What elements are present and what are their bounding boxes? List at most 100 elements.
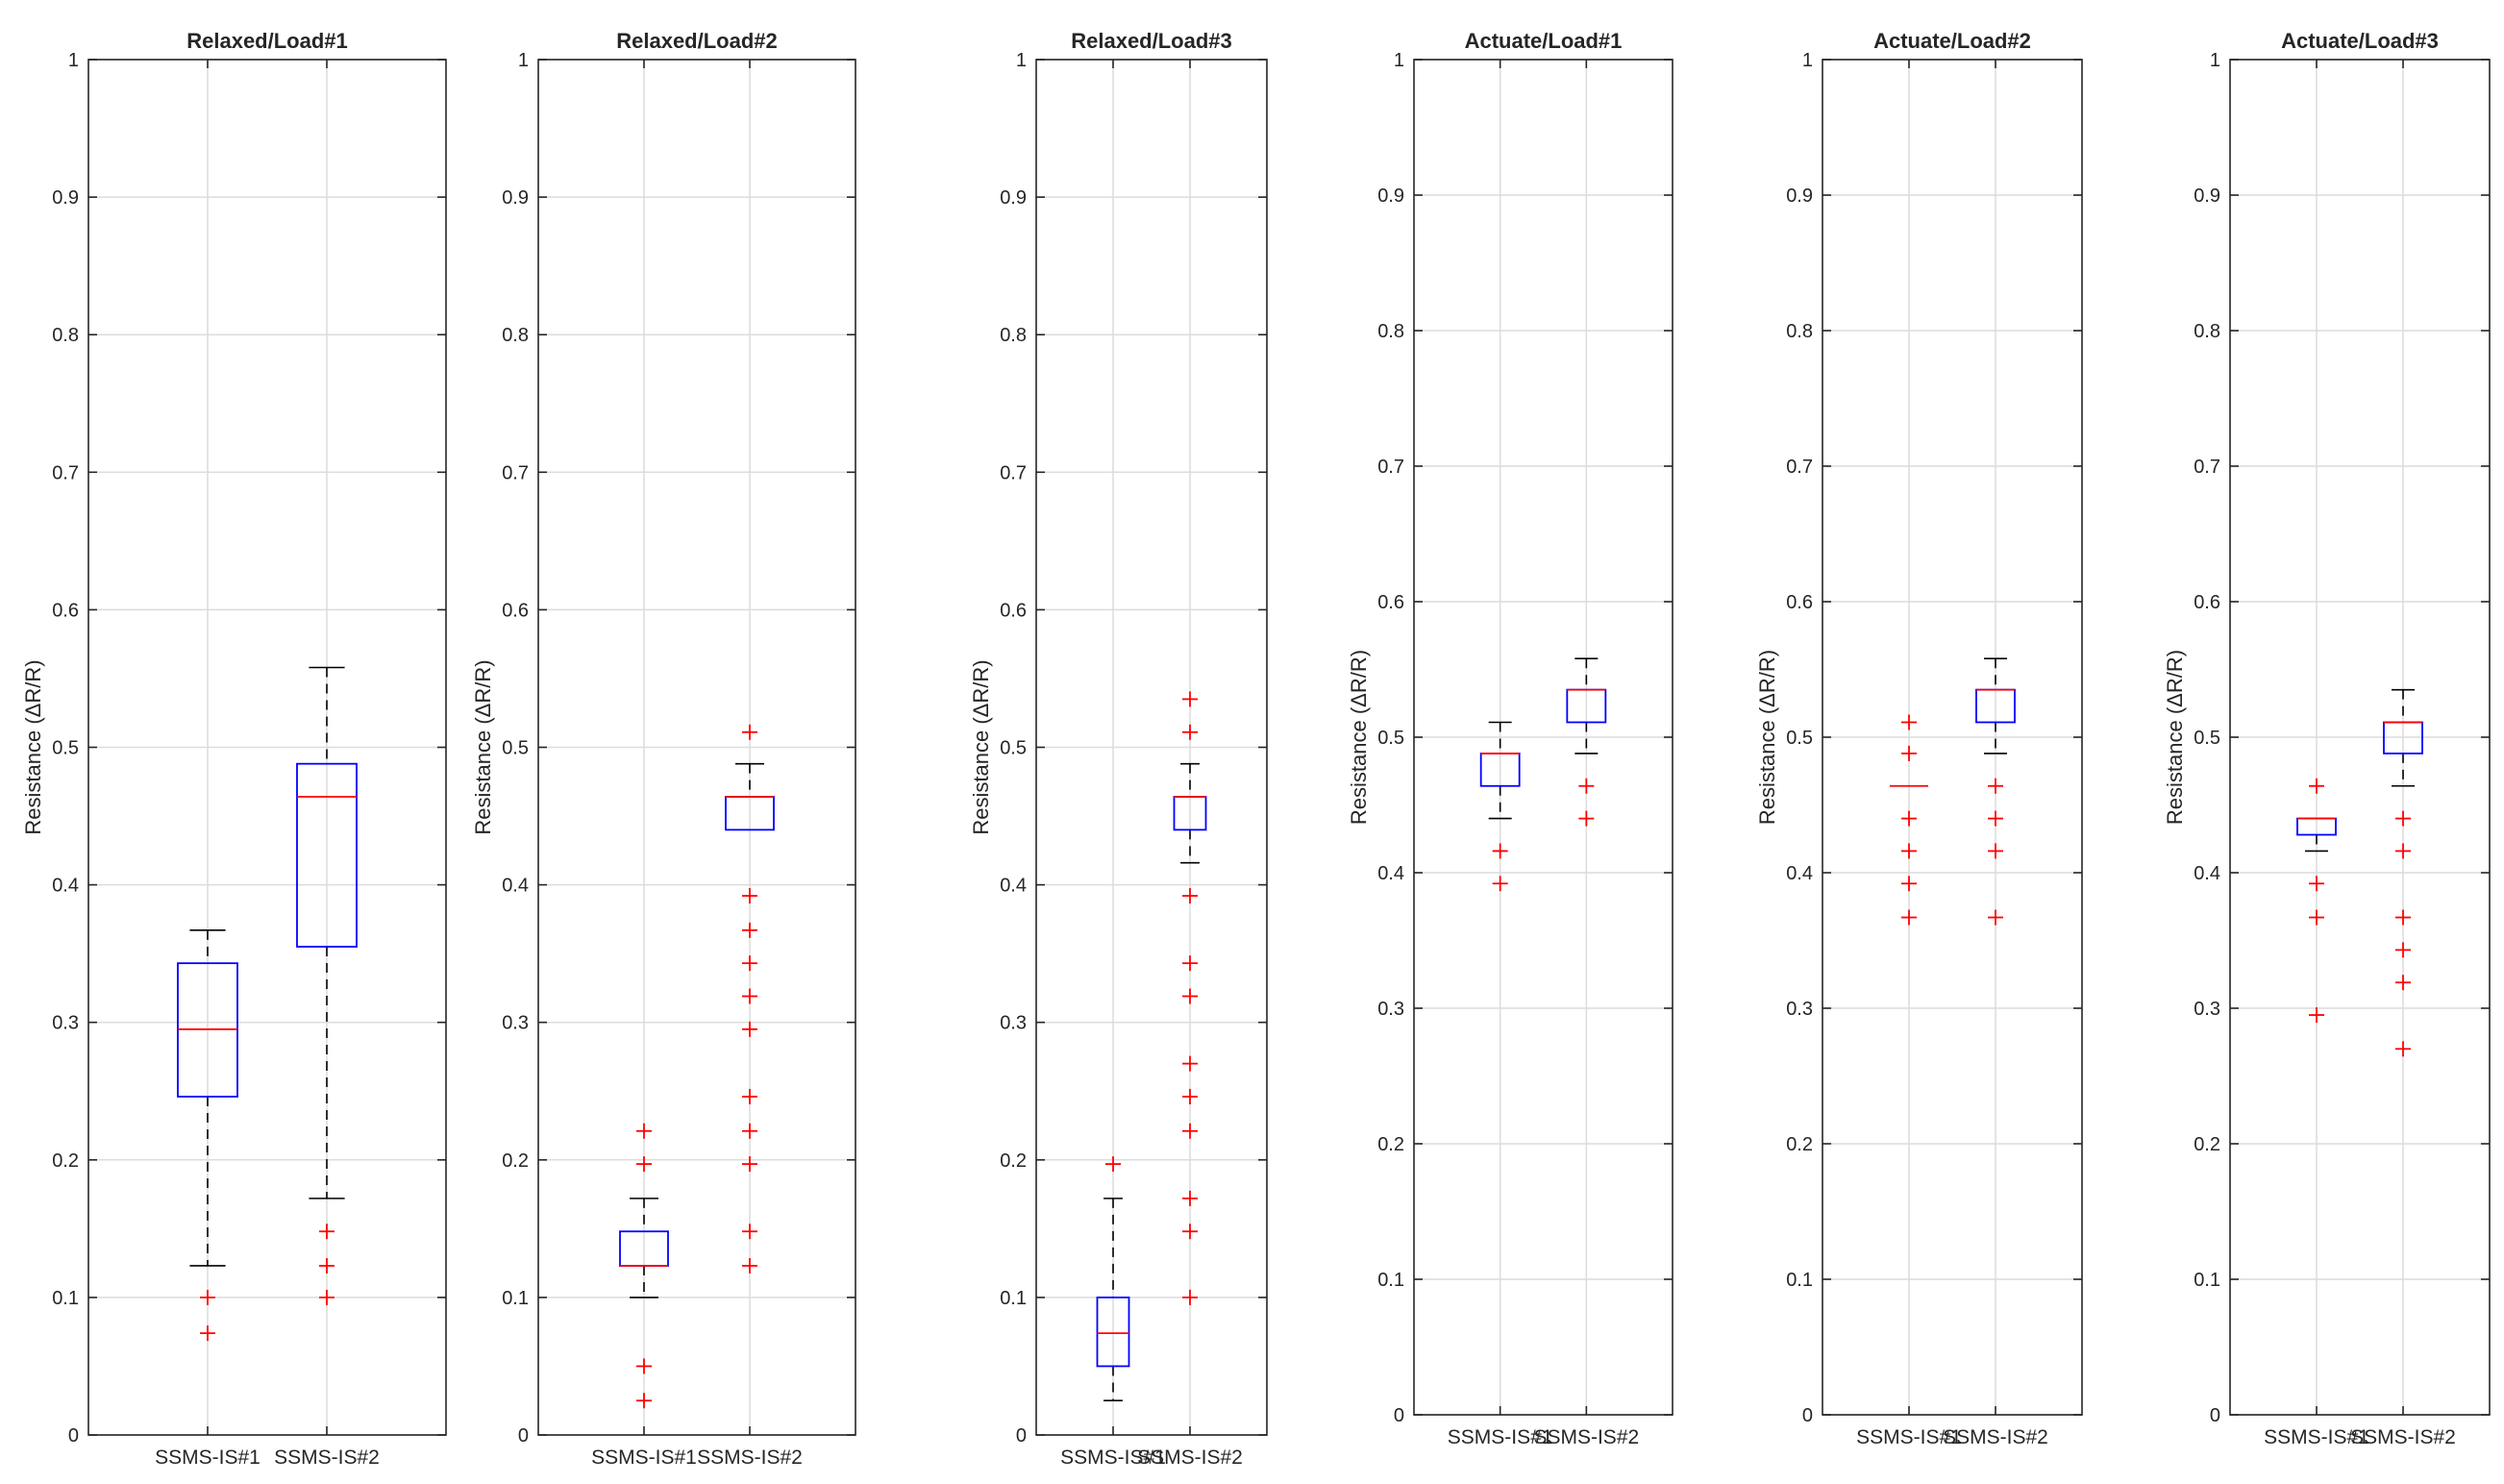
box-SSMS-IS#2 — [296, 666, 358, 1305]
y-tick-label: 0.2 — [502, 1150, 529, 1172]
y-tick-label: 0.7 — [1000, 462, 1027, 483]
subplot-title: Actuate/Load#3 — [2281, 29, 2439, 53]
y-axis-label: Resistance (ΔR/R) — [1755, 650, 1779, 825]
y-tick-label: 0.6 — [1377, 592, 1404, 613]
y-tick-label: 0.2 — [2194, 1134, 2220, 1155]
outlier-marker — [2309, 778, 2324, 794]
y-tick-label: 0.4 — [52, 876, 79, 897]
outlier-marker — [1988, 810, 2003, 827]
y-tick-label: 0 — [2210, 1405, 2220, 1426]
outlier-marker — [742, 1156, 757, 1173]
outlier-marker — [1901, 843, 1917, 859]
y-tick-label: 0.6 — [1000, 600, 1027, 621]
y-tick-label: 0.9 — [1000, 187, 1027, 209]
y-tick-label: 0.3 — [1377, 999, 1404, 1020]
y-tick-label: 0.4 — [1000, 876, 1027, 897]
outlier-marker — [1492, 876, 1508, 892]
outlier-marker — [1182, 724, 1198, 740]
y-tick-label: 0.8 — [52, 325, 79, 346]
outlier-marker — [2395, 909, 2411, 926]
y-tick-label: 1 — [1394, 50, 1404, 71]
subplot-1: 0 0.1 0.2 0.3 0.4 0.5 0.6 0.7 0.8 0.9 1 SSMS-IS#1 SS… — [21, 29, 447, 1469]
y-tick-label: 0.9 — [1786, 186, 1813, 207]
outlier-marker — [742, 955, 757, 972]
outlier-marker — [1901, 745, 1917, 761]
x-tick-label: SSMS-IS#2 — [1943, 1426, 2048, 1448]
outlier-marker — [1901, 876, 1917, 892]
y-tick-label: 0.7 — [52, 462, 79, 483]
outlier-marker — [1182, 988, 1198, 1004]
box-SSMS-IS#1 — [2296, 778, 2337, 1024]
y-tick-label: 0.1 — [1786, 1270, 1813, 1291]
subplot-5: 0 0.1 0.2 0.3 0.4 0.5 0.6 0.7 0.8 0.9 1 SSMS-IS#1SS… — [1755, 29, 2083, 1448]
iqr-box — [1096, 1297, 1130, 1368]
outlier-marker — [636, 1358, 652, 1374]
y-tick-label: 0 — [1394, 1405, 1404, 1426]
y-tick-label: 1 — [1802, 50, 1813, 71]
outlier-marker — [1182, 1123, 1198, 1139]
y-tick-label: 0.2 — [1000, 1150, 1027, 1172]
outlier-marker — [2395, 810, 2411, 827]
y-tick-label: 1 — [1016, 50, 1027, 71]
outlier-marker — [636, 1123, 652, 1139]
outlier-marker — [636, 1156, 652, 1173]
outlier-marker — [1988, 909, 2003, 926]
outlier-marker — [2309, 876, 2324, 892]
outlier-marker — [2309, 909, 2324, 926]
box-SSMS-IS#2 — [1173, 691, 1207, 1305]
y-axis-label: Resistance (ΔR/R) — [1347, 650, 1371, 825]
y-tick-label: 0.8 — [1377, 321, 1404, 342]
outlier-marker — [742, 1123, 757, 1139]
box-SSMS-IS#2 — [2383, 688, 2423, 1057]
outlier-marker — [742, 1021, 757, 1037]
box-SSMS-IS#1 — [1890, 714, 1928, 926]
subplot-title: Actuate/Load#1 — [1465, 29, 1623, 53]
outlier-marker — [1182, 888, 1198, 904]
y-tick-label: 0.3 — [1786, 999, 1813, 1020]
outlier-marker — [2395, 942, 2411, 958]
outlier-marker — [742, 1257, 757, 1274]
box-SSMS-IS#2 — [725, 724, 775, 1274]
outlier-marker — [742, 724, 757, 740]
y-tick-label: 0.6 — [2194, 592, 2220, 613]
subplot-title: Actuate/Load#2 — [1873, 29, 2031, 53]
outlier-marker — [1988, 778, 2003, 794]
outlier-marker — [1182, 691, 1198, 707]
x-tick-label: SSMS-IS#1 — [591, 1447, 697, 1469]
y-tick-label: 0.7 — [2194, 457, 2220, 478]
subplot-4: 0 0.1 0.2 0.3 0.4 0.5 0.6 0.7 0.8 0.9 1 SSMS-IS#1SS… — [1347, 29, 1673, 1448]
y-tick-label: 0.5 — [1000, 738, 1027, 759]
outlier-marker — [1182, 1055, 1198, 1072]
y-tick-label: 0 — [1016, 1425, 1027, 1447]
y-axis-label: Resistance (ΔR/R) — [21, 659, 45, 834]
outlier-marker — [1578, 778, 1595, 794]
y-tick-label: 0.8 — [2194, 321, 2220, 342]
y-tick-label: 0.7 — [1377, 457, 1404, 478]
x-tick-label: SSMS-IS#2 — [1533, 1426, 1639, 1448]
x-tick-label: SSMS-IS#2 — [1137, 1447, 1243, 1469]
y-tick-label: 1 — [518, 50, 529, 71]
outlier-marker — [742, 988, 757, 1004]
x-tick-label: SSMS-IS#1 — [2264, 1426, 2369, 1448]
box-SSMS-IS#1 — [619, 1123, 669, 1409]
box-SSMS-IS#2 — [1975, 657, 2016, 926]
y-tick-label: 0.4 — [1377, 863, 1404, 884]
outlier-marker — [2309, 1007, 2324, 1024]
y-tick-label: 0.3 — [502, 1013, 529, 1034]
y-tick-label: 0.7 — [502, 462, 529, 483]
subplot-3: 0 0.1 0.2 0.3 0.4 0.5 0.6 0.7 0.8 0.9 1 SSMS-IS#1SS… — [969, 29, 1268, 1469]
outlier-marker — [1988, 843, 2003, 859]
y-tick-label: 0.3 — [52, 1013, 79, 1034]
outlier-marker — [1182, 955, 1198, 972]
box-SSMS-IS#1 — [177, 929, 238, 1342]
y-tick-label: 0 — [68, 1425, 79, 1447]
x-tick-label: SSMS-IS#2 — [2350, 1426, 2456, 1448]
outlier-marker — [319, 1224, 335, 1240]
y-tick-label: 0.9 — [502, 187, 529, 209]
y-tick-label: 0.3 — [2194, 999, 2220, 1020]
y-tick-label: 0.1 — [502, 1288, 529, 1309]
y-tick-label: 0.9 — [2194, 186, 2220, 207]
y-tick-label: 0.4 — [2194, 863, 2220, 884]
y-tick-label: 0.5 — [1377, 728, 1404, 749]
